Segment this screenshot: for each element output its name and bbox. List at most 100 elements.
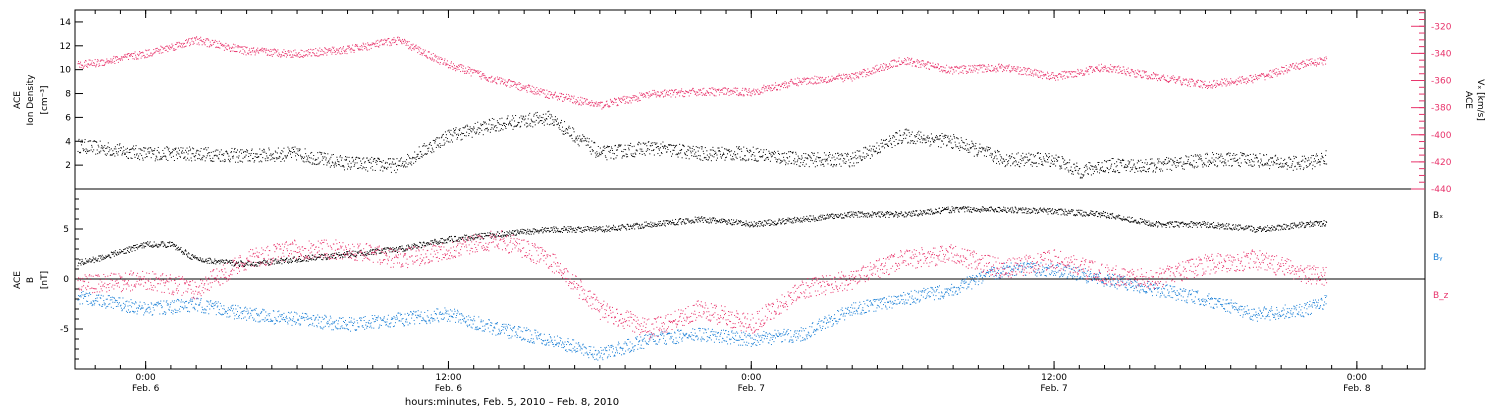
- data-point: [356, 44, 358, 46]
- data-point: [935, 137, 937, 139]
- data-point: [1237, 80, 1239, 82]
- data-point: [837, 152, 839, 154]
- data-point: [914, 61, 916, 63]
- data-point: [188, 159, 190, 161]
- data-point: [271, 55, 273, 57]
- data-point: [320, 152, 322, 154]
- data-point: [80, 61, 82, 63]
- data-point: [946, 72, 948, 74]
- data-point: [1018, 73, 1020, 75]
- data-point: [1250, 164, 1252, 166]
- data-point: [527, 125, 529, 127]
- data-point: [1230, 78, 1232, 80]
- data-point: [224, 158, 226, 160]
- data-point: [136, 153, 138, 155]
- data-point: [581, 97, 583, 99]
- data-point: [605, 103, 607, 105]
- data-point: [369, 44, 371, 46]
- data-point: [907, 57, 909, 59]
- data-point: [477, 121, 479, 123]
- data-point: [102, 64, 104, 66]
- data-point: [435, 138, 437, 140]
- data-point: [698, 155, 700, 157]
- data-point: [1304, 161, 1306, 163]
- data-point: [1096, 171, 1098, 173]
- data-point: [1232, 158, 1234, 160]
- data-point: [202, 157, 204, 159]
- data-point: [252, 158, 254, 160]
- data-point: [1163, 74, 1165, 76]
- data-point: [389, 41, 391, 43]
- data-point: [597, 155, 599, 157]
- data-point: [771, 84, 773, 86]
- data-point: [412, 47, 414, 49]
- data-point: [611, 148, 613, 150]
- data-point: [1203, 162, 1205, 164]
- data-point: [1028, 74, 1030, 76]
- data-point: [120, 147, 122, 149]
- data-point: [184, 157, 186, 159]
- data-point: [200, 148, 202, 150]
- data-point: [649, 153, 651, 155]
- data-point: [553, 94, 555, 96]
- data-point: [356, 44, 358, 46]
- data-point: [1186, 84, 1188, 86]
- data-point: [213, 41, 215, 43]
- data-point: [799, 82, 801, 84]
- data-point: [1224, 159, 1226, 161]
- data-point: [181, 45, 183, 47]
- data-point: [553, 94, 555, 96]
- data-point: [1058, 156, 1060, 158]
- data-point: [1147, 78, 1149, 80]
- data-point: [396, 44, 398, 46]
- data-point: [961, 71, 963, 73]
- data-point: [1223, 83, 1225, 85]
- data-point: [405, 44, 407, 46]
- data-point: [251, 148, 253, 150]
- data-point: [868, 75, 870, 77]
- data-point: [364, 161, 366, 163]
- data-point: [1036, 166, 1038, 168]
- data-point: [181, 152, 183, 154]
- data-point: [1110, 64, 1112, 66]
- data-point: [227, 153, 229, 155]
- data-point: [879, 152, 881, 154]
- data-point: [191, 40, 193, 42]
- data-point: [706, 90, 708, 92]
- data-point: [1000, 67, 1002, 69]
- data-point: [905, 128, 907, 130]
- data-point: [427, 51, 429, 53]
- data-point: [735, 154, 737, 156]
- data-point: [525, 87, 527, 89]
- data-point: [848, 77, 850, 79]
- data-point: [633, 97, 635, 99]
- data-point: [1235, 160, 1237, 162]
- data-point: [796, 164, 798, 166]
- data-point: [1101, 162, 1103, 164]
- data-point: [193, 155, 195, 157]
- data-point: [1054, 157, 1056, 159]
- data-point: [1024, 69, 1026, 71]
- data-point: [1282, 166, 1284, 168]
- data-point: [776, 161, 778, 163]
- data-point: [753, 91, 755, 93]
- data-point: [1181, 165, 1183, 167]
- data-point: [921, 59, 923, 61]
- data-point: [878, 68, 880, 70]
- data-point: [345, 159, 347, 161]
- data-point: [902, 140, 904, 142]
- data-point: [264, 158, 266, 160]
- data-point: [476, 131, 478, 133]
- data-point: [263, 149, 265, 151]
- data-point: [820, 79, 822, 81]
- data-point: [732, 156, 734, 158]
- data-point: [388, 38, 390, 40]
- data-point: [1114, 66, 1116, 68]
- data-point: [873, 68, 875, 70]
- data-point: [1038, 157, 1040, 159]
- data-point: [427, 150, 429, 152]
- bottom-left-tick-label: 5: [63, 225, 69, 235]
- data-point: [461, 66, 463, 68]
- data-point: [924, 64, 926, 66]
- data-point: [1042, 74, 1044, 76]
